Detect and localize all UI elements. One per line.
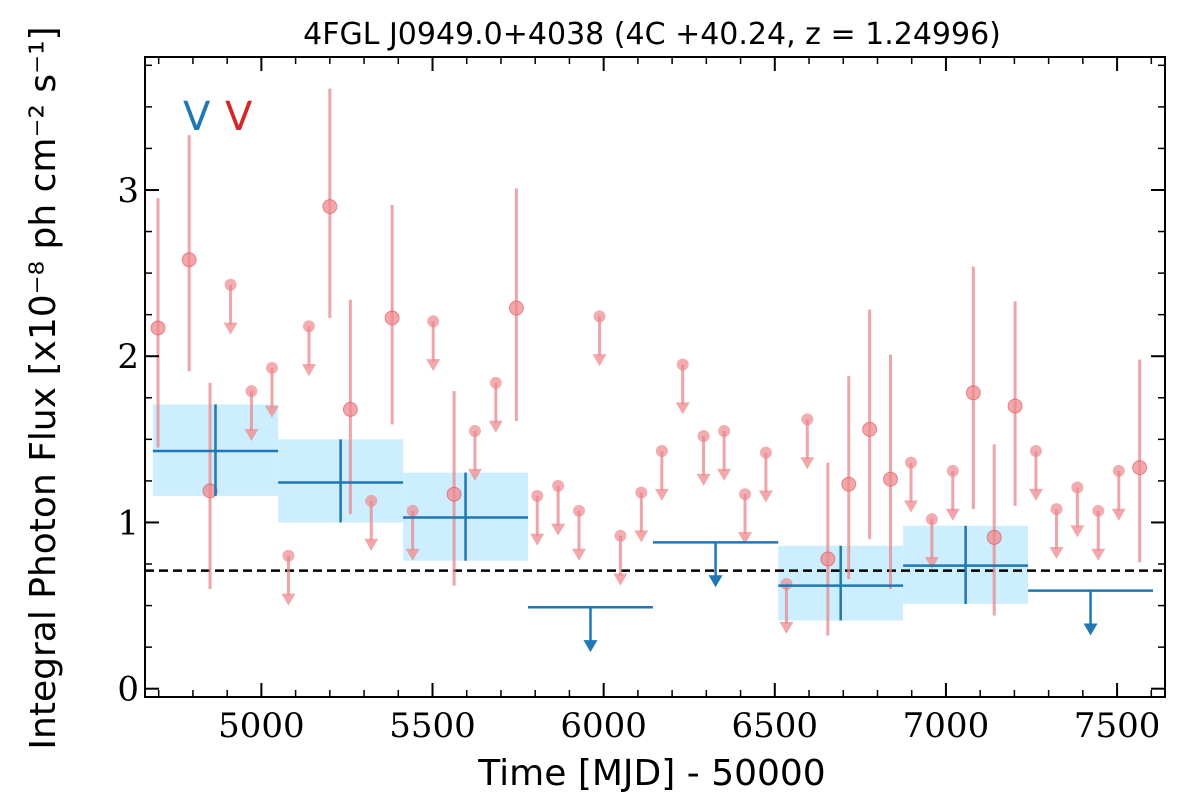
monthly-upper-limit-arrow (800, 457, 815, 470)
chart-title: 4FGL J0949.0+4038 (4C +40.24, z = 1.2499… (303, 17, 1001, 52)
monthly-upper-limit-arrow (924, 557, 939, 569)
monthly-data-point (965, 385, 981, 401)
monthly-data-point (342, 401, 358, 417)
monthly-upper-limit-arrow (675, 402, 690, 415)
axes: 5000 5500 6000 6500 7000 7500 0 1 2 3 V V (117, 56, 1166, 746)
x-tick-label: 7500 (1074, 706, 1161, 746)
monthly-upper-limit-arrow (223, 322, 238, 335)
monthly-data-point (841, 476, 857, 492)
monthly-data-point (181, 252, 197, 268)
monthly-data-point (986, 529, 1002, 545)
monthly-upper-limit-arrow (572, 548, 587, 561)
monthly-upper-limit-arrow (904, 500, 919, 513)
plot-frame (144, 56, 1166, 698)
monthly-upper-limit-arrow (1049, 547, 1064, 560)
annual-upper-limit-arrow (583, 640, 598, 653)
y-tick-label: 1 (117, 503, 139, 543)
x-axis-label: Time [MJD] - 50000 (477, 753, 825, 794)
band-letter-annual: V (183, 94, 211, 140)
monthly-data-point (508, 300, 524, 316)
monthly-upper-limit-arrow (1111, 508, 1126, 521)
monthly-upper-limit-arrow (244, 429, 259, 441)
x-tick-label: 5000 (218, 706, 305, 746)
monthly-upper-limit-arrow (634, 530, 649, 543)
monthly-upper-limit-arrow (654, 488, 669, 501)
annual-upper-limit-arrow (708, 575, 723, 588)
monthly-upper-limit-arrow (758, 490, 773, 503)
monthly-upper-limit-arrow (551, 523, 566, 536)
monthly-upper-limit-arrow (364, 538, 379, 551)
monthly-upper-limit-arrow (1070, 525, 1085, 538)
monthly-upper-limit-arrow (738, 532, 753, 545)
monthly-data-point (862, 421, 878, 437)
monthly-upper-limit-arrow (945, 508, 960, 521)
x-tick-label: 6500 (732, 706, 819, 746)
y-axis-label: Integral Photon Flux [x10⁻⁸ ph cm⁻² s⁻¹] (23, 26, 64, 749)
monthly-data-point (202, 483, 218, 499)
monthly-upper-limit-arrow (613, 573, 628, 586)
monthly-upper-limit-arrow (488, 420, 503, 433)
monthly-upper-limit-arrow (592, 354, 607, 367)
monthly-upper-limit-arrow (281, 593, 296, 606)
y-tick-label: 0 (117, 670, 139, 710)
monthly-data-point (446, 486, 462, 502)
y-tick-label: 3 (117, 171, 139, 211)
band-letter-monthly: V (225, 94, 253, 140)
monthly-upper-limit-arrow (1028, 488, 1043, 501)
annual-upper-limit-arrow (1083, 623, 1098, 636)
monthly-upper-limit-arrow (717, 468, 732, 481)
monthly-data-point (820, 551, 836, 567)
monthly-upper-limit-arrow (426, 359, 441, 372)
plot-area (145, 88, 1165, 653)
monthly-upper-limit-arrow (264, 405, 279, 418)
monthly-upper-limit-arrow (405, 548, 420, 561)
monthly-upper-limit-arrow (1091, 548, 1106, 561)
monthly-data-point (322, 199, 338, 215)
x-tick-label: 6000 (560, 706, 647, 746)
monthly-upper-limit-arrow (779, 621, 794, 634)
monthly-upper-limit-arrow (301, 364, 316, 377)
monthly-data-point (1007, 398, 1023, 414)
monthly-data-point (882, 471, 898, 487)
x-tick-label: 7000 (903, 706, 990, 746)
monthly-data-point (384, 310, 400, 326)
monthly-upper-limit-arrow (530, 533, 545, 546)
monthly-upper-limit-arrow (467, 468, 482, 481)
monthly-upper-limit-arrow (696, 473, 711, 486)
y-tick-label: 2 (117, 337, 139, 377)
monthly-data-point (150, 320, 166, 336)
monthly-data-point (1132, 460, 1148, 476)
x-tick-label: 5500 (389, 706, 476, 746)
